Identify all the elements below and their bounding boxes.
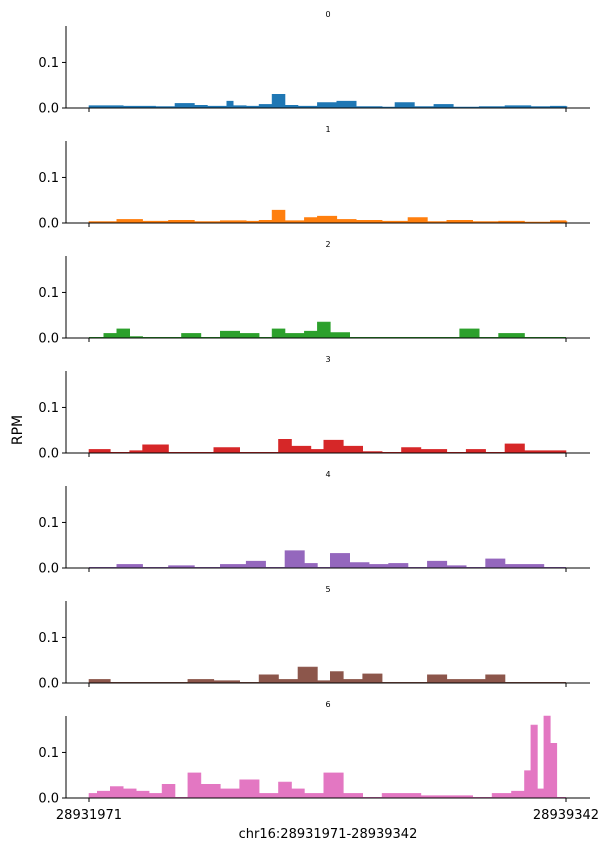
y-axis-label: RPM xyxy=(10,415,26,445)
panel-title: 4 xyxy=(325,470,330,479)
panels: 00.00.110.00.120.00.130.00.140.00.150.00… xyxy=(38,10,590,807)
panel-title: 1 xyxy=(325,125,330,134)
y-tick-label: 0.1 xyxy=(38,516,59,531)
panel-0: 0 0.0 0.1 xyxy=(38,10,590,117)
y-tick-label: 0.0 xyxy=(38,677,59,692)
panel-title: 2 xyxy=(325,240,330,249)
panel-1: 1 0.0 0.1 xyxy=(38,125,590,232)
y-tick-label: 0.1 xyxy=(38,171,59,186)
y-tick-label: 0.0 xyxy=(38,217,59,232)
panel-title: 6 xyxy=(325,700,330,709)
x-tick-label-start: 28931971 xyxy=(56,808,122,823)
y-tick-label: 0.0 xyxy=(38,332,59,347)
panel-2: 2 0.0 0.1 xyxy=(38,240,590,347)
signal-area xyxy=(88,439,567,454)
panel-3: 3 0.0 0.1 xyxy=(38,355,590,462)
y-tick-label: 0.0 xyxy=(38,562,59,577)
panel-5: 5 0.0 0.1 xyxy=(38,585,590,692)
x-tick-label-end: 28939342 xyxy=(533,808,599,823)
signal-area xyxy=(88,715,567,799)
y-tick-label: 0.1 xyxy=(38,401,59,416)
signal-area xyxy=(89,321,567,339)
panel-6: 6 0.0 0.1 xyxy=(38,700,590,807)
signal-area xyxy=(88,94,568,109)
x-axis-label: chr16:28931971-28939342 xyxy=(239,827,418,842)
y-tick-label: 0.0 xyxy=(38,792,59,807)
panel-title: 0 xyxy=(325,10,330,19)
signal-area xyxy=(89,550,567,569)
y-tick-label: 0.1 xyxy=(38,746,59,761)
y-tick-label: 0.0 xyxy=(38,102,59,117)
y-tick-label: 0.1 xyxy=(38,631,59,646)
signal-area xyxy=(88,209,568,224)
panel-title: 3 xyxy=(325,355,330,364)
y-tick-label: 0.1 xyxy=(38,56,59,71)
panel-title: 5 xyxy=(325,585,330,594)
y-tick-label: 0.1 xyxy=(38,286,59,301)
signal-area xyxy=(88,666,567,684)
y-tick-label: 0.0 xyxy=(38,447,59,462)
panel-4: 4 0.0 0.1 xyxy=(38,470,590,577)
